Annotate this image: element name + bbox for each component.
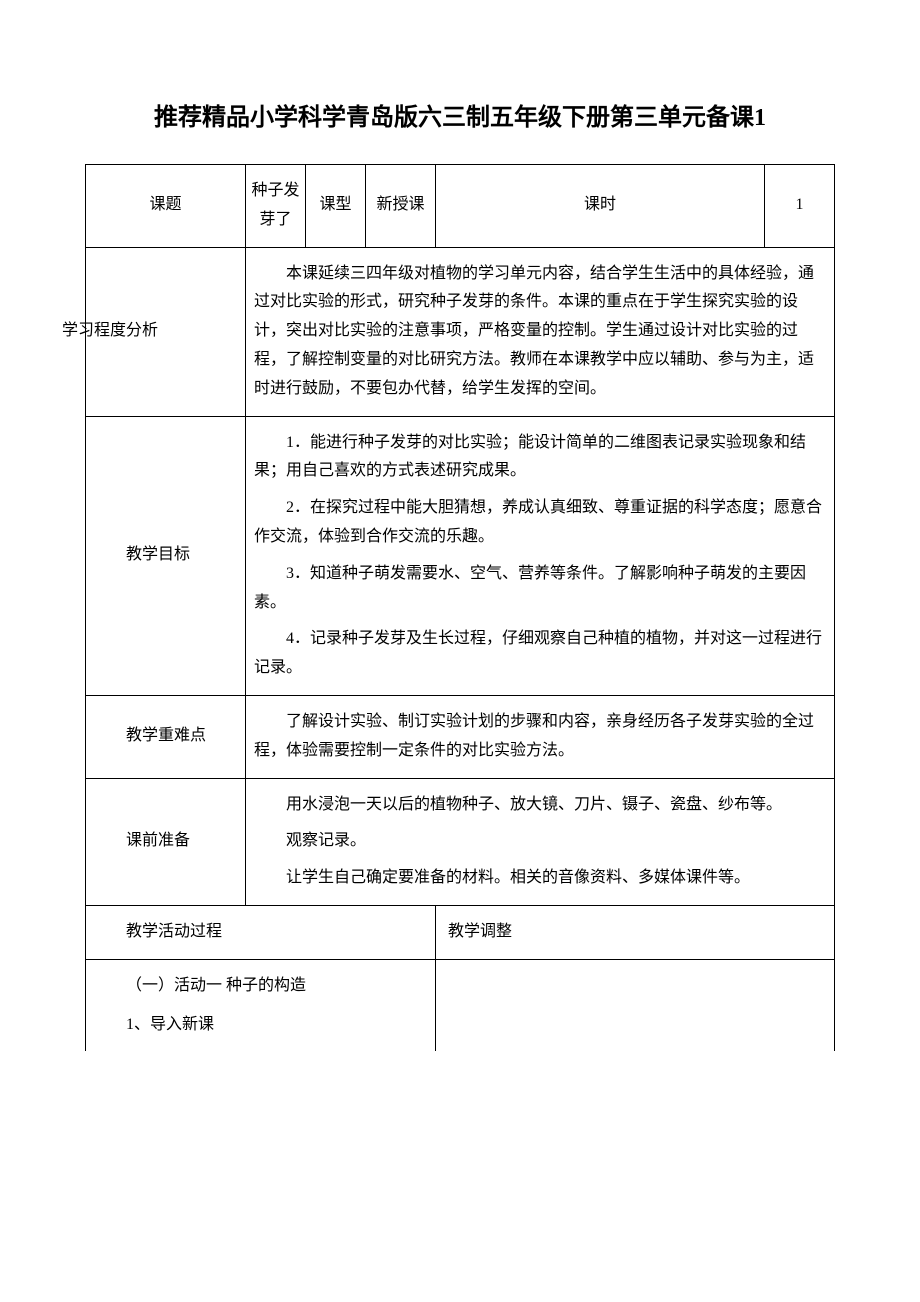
topic-value: 种子发芽了 — [246, 165, 306, 248]
goals-row: 教学目标 1．能进行种子发芽的对比实验；能设计简单的二维图表记录实验现象和结果；… — [86, 416, 835, 695]
goal-item-1: 1．能进行种子发芽的对比实验；能设计简单的二维图表记录实验现象和结果；用自己喜欢… — [254, 429, 826, 487]
goal-item-3: 3．知道种子萌发需要水、空气、营养等条件。了解影响种子萌发的主要因素。 — [254, 560, 826, 618]
adjust-label: 教学调整 — [436, 905, 835, 959]
header-row: 课题 种子发芽了 课型 新授课 课时 1 — [86, 165, 835, 248]
analysis-label: 学习程度分析 — [86, 247, 246, 416]
prep-item-3: 让学生自己确定要准备的材料。相关的音像资料、多媒体课件等。 — [254, 864, 826, 893]
activity-line-1: （一）活动一 种子的构造 — [126, 972, 427, 1001]
period-label: 课时 — [436, 165, 765, 248]
prep-item-2: 观察记录。 — [254, 827, 826, 856]
preparation-content: 用水浸泡一天以后的植物种子、放大镜、刀片、镊子、瓷盘、纱布等。 观察记录。 让学… — [246, 778, 835, 905]
goals-content: 1．能进行种子发芽的对比实验；能设计简单的二维图表记录实验现象和结果；用自己喜欢… — [246, 416, 835, 695]
activity-line-2: 1、导入新课 — [126, 1011, 427, 1040]
activity-content: （一）活动一 种子的构造 1、导入新课 — [86, 959, 436, 1051]
keypoints-content: 了解设计实验、制订实验计划的步骤和内容，亲身经历各子发芽实验的全过程，体验需要控… — [246, 695, 835, 778]
prep-item-1: 用水浸泡一天以后的植物种子、放大镜、刀片、镊子、瓷盘、纱布等。 — [254, 791, 826, 820]
topic-label: 课题 — [86, 165, 246, 248]
process-header-row: 教学活动过程 教学调整 — [86, 905, 835, 959]
keypoints-text: 了解设计实验、制订实验计划的步骤和内容，亲身经历各子发芽实验的全过程，体验需要控… — [254, 708, 826, 766]
adjust-content — [436, 959, 835, 1051]
analysis-row: 学习程度分析 本课延续三四年级对植物的学习单元内容，结合学生生活中的具体经验，通… — [86, 247, 835, 416]
preparation-label: 课前准备 — [86, 778, 246, 905]
keypoints-label: 教学重难点 — [86, 695, 246, 778]
goals-label: 教学目标 — [86, 416, 246, 695]
type-value: 新授课 — [366, 165, 436, 248]
keypoints-row: 教学重难点 了解设计实验、制订实验计划的步骤和内容，亲身经历各子发芽实验的全过程… — [86, 695, 835, 778]
process-label: 教学活动过程 — [86, 905, 436, 959]
goal-item-4: 4．记录种子发芽及生长过程，仔细观察自己种植的植物，并对这一过程进行记录。 — [254, 625, 826, 683]
analysis-text: 本课延续三四年级对植物的学习单元内容，结合学生生活中的具体经验，通过对比实验的形… — [254, 260, 826, 404]
lesson-plan-table: 课题 种子发芽了 课型 新授课 课时 1 学习程度分析 本课延续三四年级对植物的… — [85, 164, 835, 1051]
document-title: 推荐精品小学科学青岛版六三制五年级下册第三单元备课1 — [85, 100, 835, 136]
activity-row: （一）活动一 种子的构造 1、导入新课 — [86, 959, 835, 1051]
analysis-content: 本课延续三四年级对植物的学习单元内容，结合学生生活中的具体经验，通过对比实验的形… — [246, 247, 835, 416]
period-value: 1 — [765, 165, 835, 248]
goal-item-2: 2．在探究过程中能大胆猜想，养成认真细致、尊重证据的科学态度；愿意合作交流，体验… — [254, 494, 826, 552]
preparation-row: 课前准备 用水浸泡一天以后的植物种子、放大镜、刀片、镊子、瓷盘、纱布等。 观察记… — [86, 778, 835, 905]
type-label: 课型 — [306, 165, 366, 248]
